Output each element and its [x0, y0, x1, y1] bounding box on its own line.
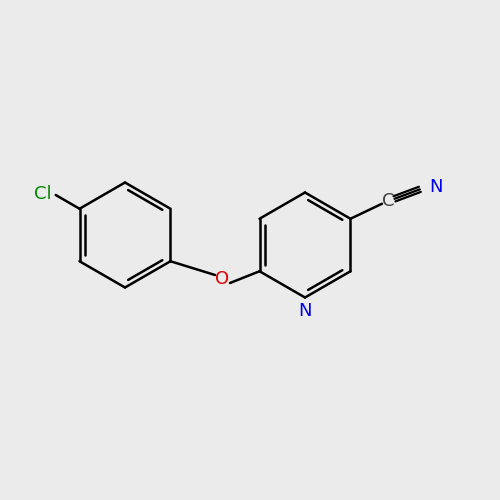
Text: N: N: [430, 178, 443, 196]
Text: C: C: [382, 192, 394, 210]
Text: O: O: [216, 270, 230, 288]
Text: Cl: Cl: [34, 185, 52, 203]
Text: N: N: [298, 302, 312, 320]
